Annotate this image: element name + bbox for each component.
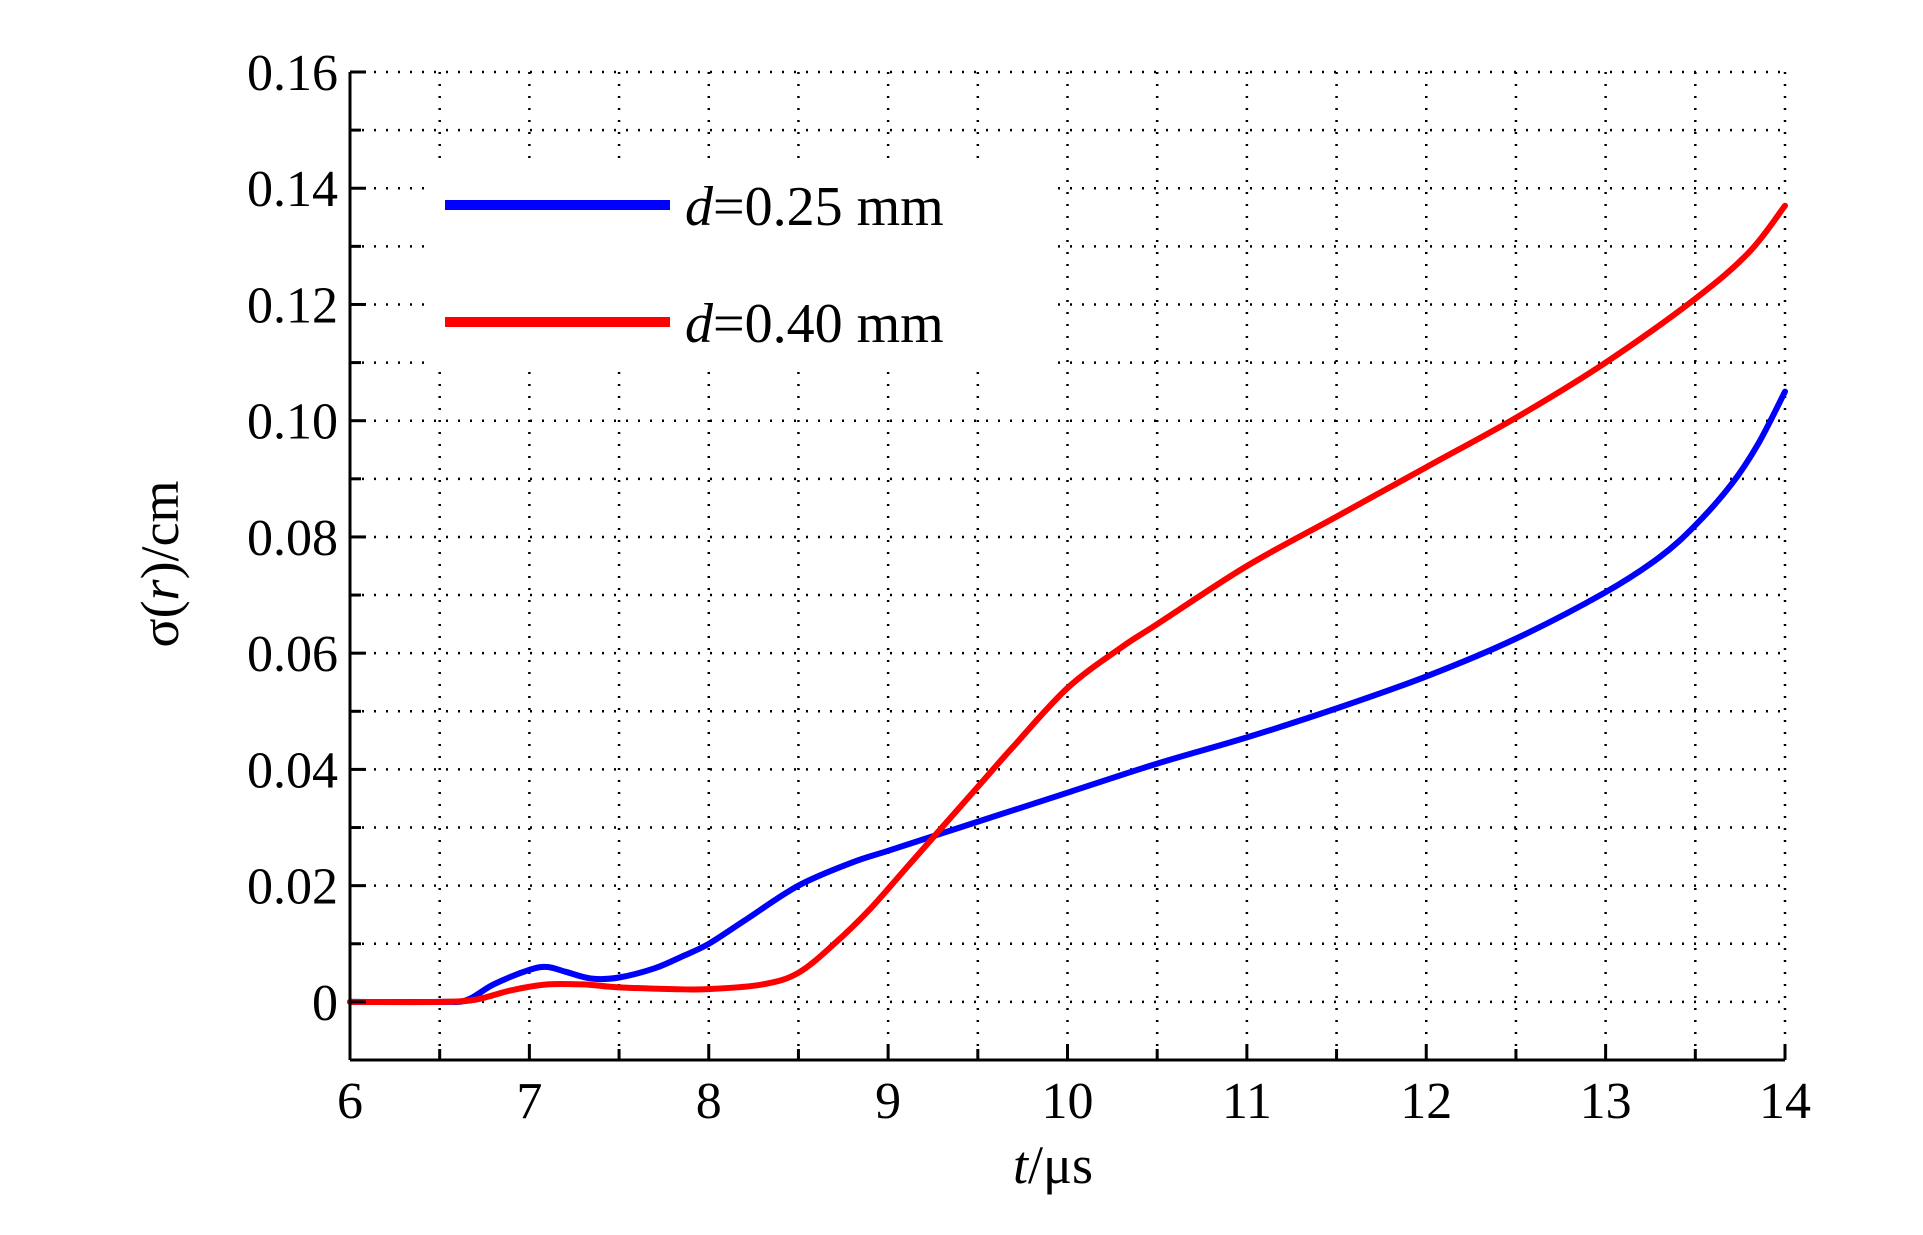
x-tick-label: 14 — [1759, 1073, 1811, 1130]
x-tick-label: 7 — [516, 1073, 542, 1130]
x-axis-label: t/μs — [1013, 1135, 1093, 1195]
legend-background — [430, 160, 1050, 370]
axes — [348, 70, 1787, 1062]
x-tick-label: 12 — [1400, 1073, 1452, 1130]
legend-label-series-1: d=0.25 mm — [685, 176, 944, 238]
x-tick-label: 8 — [696, 1073, 722, 1130]
y-tick-label: 0 — [312, 975, 338, 1032]
legend: d=0.25 mm d=0.40 mm — [430, 160, 1050, 370]
y-tick-label: 0.14 — [247, 161, 338, 218]
legend-label-series-2: d=0.40 mm — [685, 293, 944, 355]
series-layer — [347, 202, 1788, 1006]
y-tick-label: 0.04 — [247, 742, 338, 799]
series-line-2 — [347, 202, 1788, 1006]
series-line-1 — [347, 388, 1788, 1006]
y-tick-label: 0.16 — [247, 45, 338, 102]
y-tick-label: 0.02 — [247, 859, 338, 916]
y-axis-label: σ(r)/cm — [130, 480, 190, 647]
y-tick-label: 0.08 — [247, 510, 338, 567]
x-tick-label: 9 — [875, 1073, 901, 1130]
x-tick-label: 6 — [337, 1073, 363, 1130]
y-tick-label: 0.12 — [247, 277, 338, 334]
x-tick-label: 13 — [1580, 1073, 1632, 1130]
tick-labels: 6 7 8 9 10 11 12 13 14 0 0.02 0.04 0.06 0.08 0.10 0.12 0… — [247, 45, 1811, 1130]
y-tick-label: 0.10 — [247, 394, 338, 451]
y-tick-label: 0.06 — [247, 626, 338, 683]
x-tick-label: 10 — [1042, 1073, 1094, 1130]
x-tick-label: 11 — [1222, 1073, 1272, 1130]
